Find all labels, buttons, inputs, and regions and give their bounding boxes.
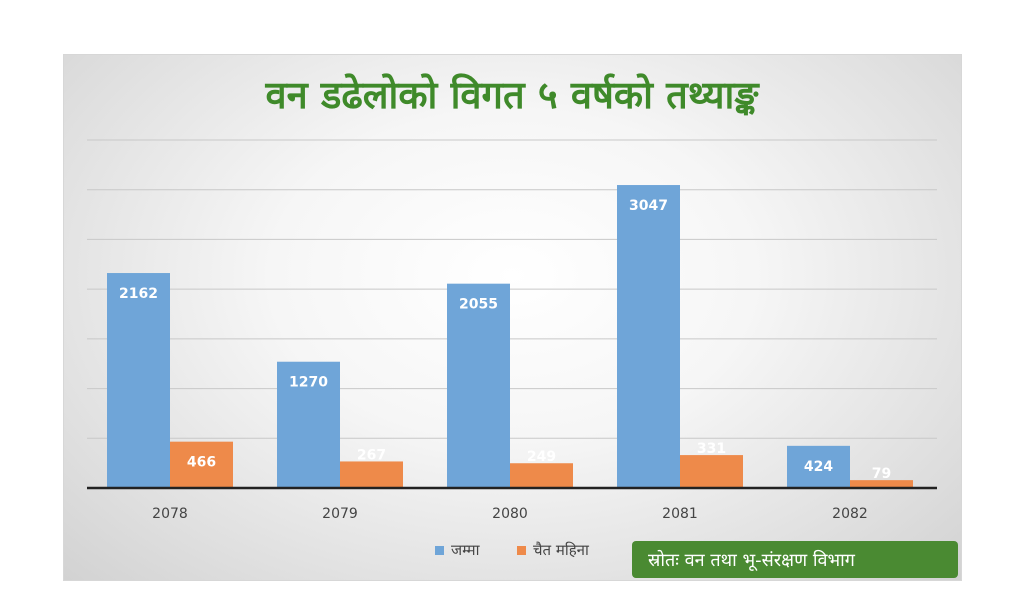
source-label: स्रोतः वन तथा भू-संरक्षण विभाग xyxy=(648,549,855,571)
x-tick-label: 2079 xyxy=(322,506,358,522)
data-label: 249 xyxy=(527,449,556,465)
chart-legend: जम्मा चैत महिना xyxy=(0,540,1024,564)
data-label: 331 xyxy=(697,441,726,457)
legend-swatch-chait xyxy=(517,545,526,555)
bar xyxy=(107,273,170,488)
source-badge: स्रोतः वन तथा भू-संरक्षण विभाग xyxy=(632,541,958,578)
data-label: 2055 xyxy=(459,297,498,313)
bar xyxy=(170,441,233,488)
chart-title: वन डढेलोको विगत ५ वर्षको तथ्याङ्क xyxy=(265,73,759,117)
data-label: 2162 xyxy=(119,286,158,302)
bar xyxy=(680,455,743,488)
data-label: 424 xyxy=(804,459,833,475)
x-tick-label: 2080 xyxy=(492,506,528,522)
chart-panel xyxy=(63,54,962,581)
bar xyxy=(340,461,403,488)
legend-item-total: जम्मा xyxy=(435,540,479,560)
bar xyxy=(787,445,850,488)
x-tick-label: 2082 xyxy=(832,506,868,522)
x-tick-label: 2078 xyxy=(152,506,188,522)
bar xyxy=(447,283,510,488)
bar xyxy=(850,480,913,488)
bar xyxy=(277,361,340,488)
legend-swatch-total xyxy=(435,545,444,555)
data-label: 466 xyxy=(187,455,216,471)
data-label: 79 xyxy=(872,466,891,482)
bar xyxy=(617,185,680,488)
legend-item-chait: चैत महिना xyxy=(517,540,589,560)
data-label: 267 xyxy=(357,447,386,463)
data-label: 1270 xyxy=(289,375,328,391)
legend-label-total: जम्मा xyxy=(451,541,480,559)
x-tick-label: 2081 xyxy=(662,506,698,522)
bar xyxy=(510,463,573,488)
legend-label-chait: चैत महिना xyxy=(533,541,589,559)
data-label: 3047 xyxy=(629,198,668,214)
